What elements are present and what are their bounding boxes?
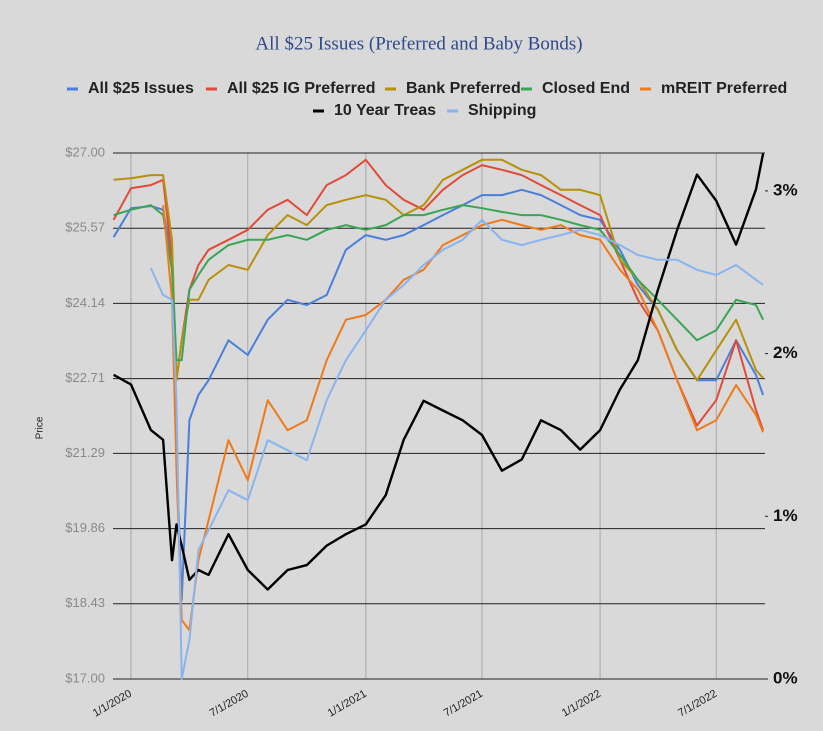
- y-tick-label: $27.00: [65, 144, 105, 159]
- x-tick-label: 1/1/2022: [560, 688, 603, 720]
- y-tick-label: $25.57: [65, 220, 105, 235]
- x-tick-label: 1/1/2021: [326, 688, 369, 720]
- legend-label: mREIT Preferred: [661, 80, 787, 97]
- legend-label: All $25 Issues: [88, 80, 194, 97]
- y-tick-label: $18.43: [65, 595, 105, 610]
- y-tick-label: $19.86: [65, 520, 105, 535]
- y2-tick-label: 2%: [773, 343, 798, 362]
- y2-tick-label: 0%: [773, 668, 798, 687]
- x-tick-label: 7/1/2022: [676, 688, 719, 720]
- y-tick-label: $17.00: [65, 670, 105, 685]
- series-line: [112, 158, 765, 431]
- legend-label: 10 Year Treas: [334, 102, 436, 119]
- chart-title: All $25 Issues (Preferred and Baby Bonds…: [255, 33, 582, 54]
- y-tick-label: $22.71: [65, 370, 105, 385]
- y-axis-label: Price: [35, 416, 46, 439]
- y-tick-label: $21.29: [65, 445, 105, 460]
- legend-label: All $25 IG Preferred: [227, 80, 376, 97]
- legend-label: Bank Preferred: [406, 80, 521, 97]
- series-line: [113, 204, 765, 362]
- legend-label: Shipping: [468, 102, 536, 119]
- x-tick-label: 7/1/2020: [208, 688, 251, 720]
- legend-label: Closed End: [542, 80, 630, 97]
- y2-tick-label: 3%: [773, 180, 798, 199]
- series-line: [149, 218, 764, 680]
- series-line: [162, 205, 765, 632]
- series-line: [113, 158, 764, 382]
- x-tick-label: 7/1/2021: [442, 688, 485, 720]
- series-line: [113, 153, 765, 591]
- y2-tick-label: 1%: [773, 506, 798, 525]
- y-tick-label: $24.14: [65, 295, 105, 310]
- x-tick-label: 1/1/2020: [91, 688, 134, 720]
